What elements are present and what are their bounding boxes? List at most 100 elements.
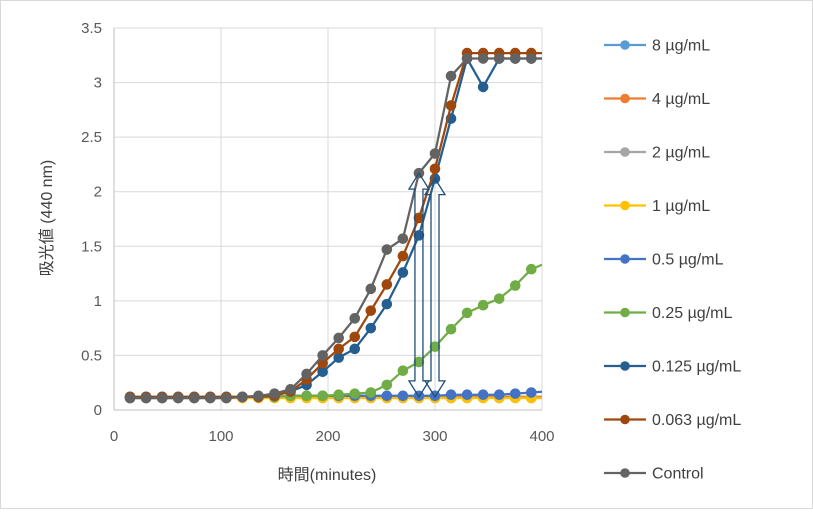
data-point xyxy=(397,365,409,377)
data-point xyxy=(317,350,328,361)
legend-marker xyxy=(620,414,630,425)
legend-marker xyxy=(620,307,630,318)
data-point xyxy=(461,389,473,401)
legend-label: 4 µg/mL xyxy=(652,91,710,108)
data-point xyxy=(301,390,312,402)
data-point xyxy=(333,389,345,401)
legend: 8 µg/mL 4 µg/mL 2 µg/mL 1 µg/mL 0.5 µg/mL 0.2… xyxy=(604,38,741,483)
data-point xyxy=(477,81,489,93)
legend-item: Control xyxy=(604,466,704,483)
data-point xyxy=(526,387,537,398)
data-point xyxy=(397,250,409,262)
legend-marker xyxy=(620,254,630,264)
legend-item: 1 µg/mL xyxy=(604,198,710,215)
legend-item: 2 µg/mL xyxy=(604,145,710,162)
data-point xyxy=(509,388,521,399)
x-tick-label: 300 xyxy=(422,428,447,445)
data-point xyxy=(381,298,393,310)
data-point xyxy=(237,391,248,403)
legend-label: Control xyxy=(652,466,704,483)
data-point xyxy=(221,392,232,404)
data-point xyxy=(317,390,328,402)
data-point xyxy=(365,387,377,398)
data-point xyxy=(509,53,521,64)
data-point xyxy=(445,323,457,335)
data-point xyxy=(526,53,537,64)
data-point xyxy=(365,283,377,295)
legend-label: 0.5 µg/mL xyxy=(652,252,724,269)
data-point xyxy=(349,343,361,355)
data-point xyxy=(285,383,296,395)
data-point xyxy=(140,392,152,404)
data-point xyxy=(397,390,409,402)
data-point xyxy=(429,341,441,352)
legend-label: 1 µg/mL xyxy=(652,198,710,215)
x-tick-label: 100 xyxy=(208,428,233,445)
y-tick-label: 3 xyxy=(94,75,102,92)
y-tick-label: 2.5 xyxy=(81,129,102,146)
y-tick-label: 1.5 xyxy=(81,238,102,255)
data-point xyxy=(461,307,473,319)
data-point xyxy=(477,53,489,64)
data-point xyxy=(429,148,441,159)
data-point xyxy=(413,356,425,368)
legend-label: 8 µg/mL xyxy=(652,38,710,55)
data-point xyxy=(172,392,184,404)
legend-marker xyxy=(620,93,630,104)
y-tick-label: 0.5 xyxy=(81,347,102,364)
legend-marker xyxy=(620,468,630,478)
data-point xyxy=(477,299,489,311)
y-tick-label: 2 xyxy=(94,184,102,201)
data-point xyxy=(381,279,393,290)
legend-item: 0.125 µg/mL xyxy=(604,359,741,376)
data-point xyxy=(509,280,521,291)
data-point xyxy=(333,332,345,344)
y-axis-title: 吸光値 (440 nm) xyxy=(38,160,56,276)
data-point xyxy=(493,53,505,64)
data-point xyxy=(333,352,345,363)
data-point xyxy=(124,392,136,404)
legend-item: 0.5 µg/mL xyxy=(604,252,724,269)
data-point xyxy=(429,163,441,175)
data-point xyxy=(349,388,361,399)
legend-marker xyxy=(620,147,630,157)
data-point xyxy=(253,390,264,402)
axes: 0 0.5 1 1.5 2 2.5 3 3.5 0 100 200 300 400 xyxy=(81,20,554,445)
data-point xyxy=(381,390,393,402)
data-point xyxy=(461,53,473,64)
data-point xyxy=(445,100,457,111)
legend-label: 0.125 µg/mL xyxy=(652,359,741,376)
legend-label: 2 µg/mL xyxy=(652,145,710,162)
legend-item: 0.25 µg/mL xyxy=(604,305,732,322)
data-point xyxy=(349,313,361,324)
data-point xyxy=(381,244,393,255)
legend-item: 8 µg/mL xyxy=(604,38,710,55)
data-point xyxy=(477,389,489,401)
x-tick-label: 400 xyxy=(529,428,554,445)
data-point xyxy=(333,343,345,355)
legend-marker xyxy=(620,361,630,371)
double-arrow-annotation xyxy=(407,171,431,399)
gridlines xyxy=(114,27,543,410)
data-point xyxy=(205,392,216,404)
y-tick-label: 0 xyxy=(94,402,102,419)
data-point xyxy=(526,263,537,275)
legend-label: 0.063 µg/mL xyxy=(652,412,741,429)
data-point xyxy=(493,293,505,304)
data-point xyxy=(365,305,377,316)
data-point xyxy=(397,267,409,278)
series-lines xyxy=(124,47,542,404)
series-Control xyxy=(124,53,542,404)
double-arrow-annotation xyxy=(423,177,447,399)
data-point xyxy=(445,389,457,401)
data-point xyxy=(317,366,328,378)
x-axis-title: 時間(minutes) xyxy=(278,466,377,484)
legend-item: 4 µg/mL xyxy=(604,91,710,108)
data-point xyxy=(445,70,457,82)
x-tick-label: 200 xyxy=(315,428,340,445)
legend-label: 0.25 µg/mL xyxy=(652,305,732,322)
y-tick-label: 1 xyxy=(94,293,102,310)
data-point xyxy=(188,392,200,404)
